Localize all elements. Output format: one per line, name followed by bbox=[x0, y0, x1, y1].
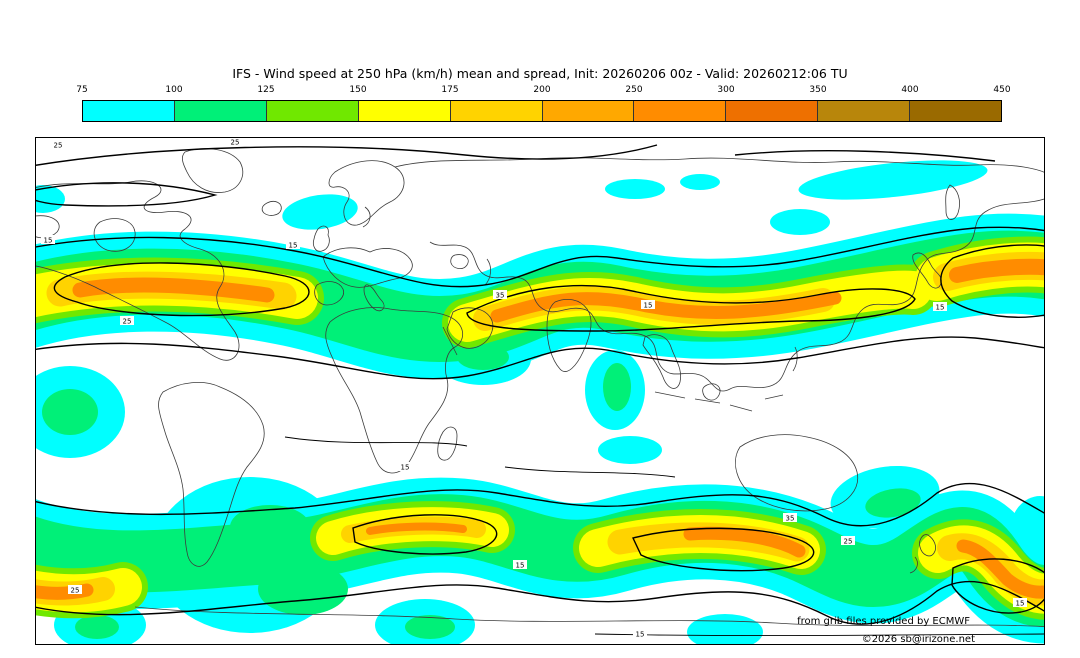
colorbar-tick: 75 bbox=[76, 85, 88, 95]
svg-text:15: 15 bbox=[644, 302, 653, 310]
contour-label: 15 bbox=[513, 560, 527, 570]
contour-label: 35 bbox=[493, 290, 507, 300]
wind-speed-bands bbox=[35, 160, 1045, 645]
contour-label: 15 bbox=[286, 240, 300, 250]
contour-label: 25 bbox=[228, 137, 242, 147]
colorbar-tick: 200 bbox=[533, 85, 551, 95]
svg-text:35: 35 bbox=[496, 292, 505, 300]
svg-text:15: 15 bbox=[516, 562, 525, 570]
world-map: 25 25 15 15 25 35 15 15 15 15 35 25 25 1… bbox=[35, 137, 1045, 645]
contour-label: 35 bbox=[783, 513, 797, 523]
svg-text:15: 15 bbox=[44, 237, 53, 245]
contour-label: 15 bbox=[1013, 598, 1027, 608]
svg-text:15: 15 bbox=[936, 304, 945, 312]
colorbar-tick: 125 bbox=[257, 85, 275, 95]
svg-text:15: 15 bbox=[289, 242, 298, 250]
contour-label: 25 bbox=[68, 585, 82, 595]
contour-label: 25 bbox=[841, 536, 855, 546]
svg-text:35: 35 bbox=[786, 515, 795, 523]
contour-label: 15 bbox=[641, 300, 655, 310]
colorbar-cell bbox=[83, 101, 174, 121]
colorbar-cell bbox=[725, 101, 818, 121]
colorbar-tick: 400 bbox=[901, 85, 919, 95]
contour-labels: 25 25 15 15 25 35 15 15 15 15 35 25 25 1… bbox=[41, 137, 1027, 639]
colorbar-tick: 300 bbox=[717, 85, 735, 95]
contour-label: 15 bbox=[398, 462, 412, 472]
spread-contours bbox=[35, 144, 1045, 637]
colorbar-cell bbox=[449, 101, 542, 121]
attribution-ecmwf: from grib files provided by ECMWF bbox=[797, 616, 970, 627]
colorbar-tick: 350 bbox=[809, 85, 827, 95]
svg-text:15: 15 bbox=[401, 464, 410, 472]
colorbar-tick: 175 bbox=[441, 85, 459, 95]
svg-text:15: 15 bbox=[636, 631, 645, 639]
colorbar-tick: 450 bbox=[993, 85, 1011, 95]
svg-text:15: 15 bbox=[1016, 600, 1025, 608]
colorbar-tick: 150 bbox=[349, 85, 367, 95]
colorbar-tick: 250 bbox=[625, 85, 643, 95]
contour-label: 15 bbox=[633, 629, 647, 639]
colorbar-cell bbox=[817, 101, 910, 121]
colorbar-cell bbox=[265, 101, 358, 121]
attribution-copyright: ©2026 sb@irizone.net bbox=[862, 634, 975, 645]
map-border bbox=[35, 137, 1045, 645]
svg-text:25: 25 bbox=[123, 318, 132, 326]
svg-text:25: 25 bbox=[71, 587, 80, 595]
colorbar-tick: 100 bbox=[165, 85, 183, 95]
svg-text:25: 25 bbox=[54, 142, 63, 150]
colorbar-cell bbox=[909, 101, 1002, 121]
colorbar-cell bbox=[633, 101, 726, 121]
svg-text:25: 25 bbox=[231, 139, 240, 147]
colorbar-cell bbox=[173, 101, 266, 121]
coastlines bbox=[35, 148, 1045, 628]
colorbar-cell bbox=[541, 101, 634, 121]
colorbar bbox=[82, 100, 1002, 122]
contour-label: 15 bbox=[41, 235, 55, 245]
contour-label: 25 bbox=[120, 316, 134, 326]
contour-label: 15 bbox=[933, 302, 947, 312]
colorbar-cell bbox=[357, 101, 450, 121]
svg-text:25: 25 bbox=[844, 538, 853, 546]
contour-label: 25 bbox=[51, 140, 65, 150]
chart-title: IFS - Wind speed at 250 hPa (km/h) mean … bbox=[232, 66, 848, 81]
colorbar-ticks: 75 100 125 150 175 200 250 300 350 400 4… bbox=[76, 85, 1010, 97]
